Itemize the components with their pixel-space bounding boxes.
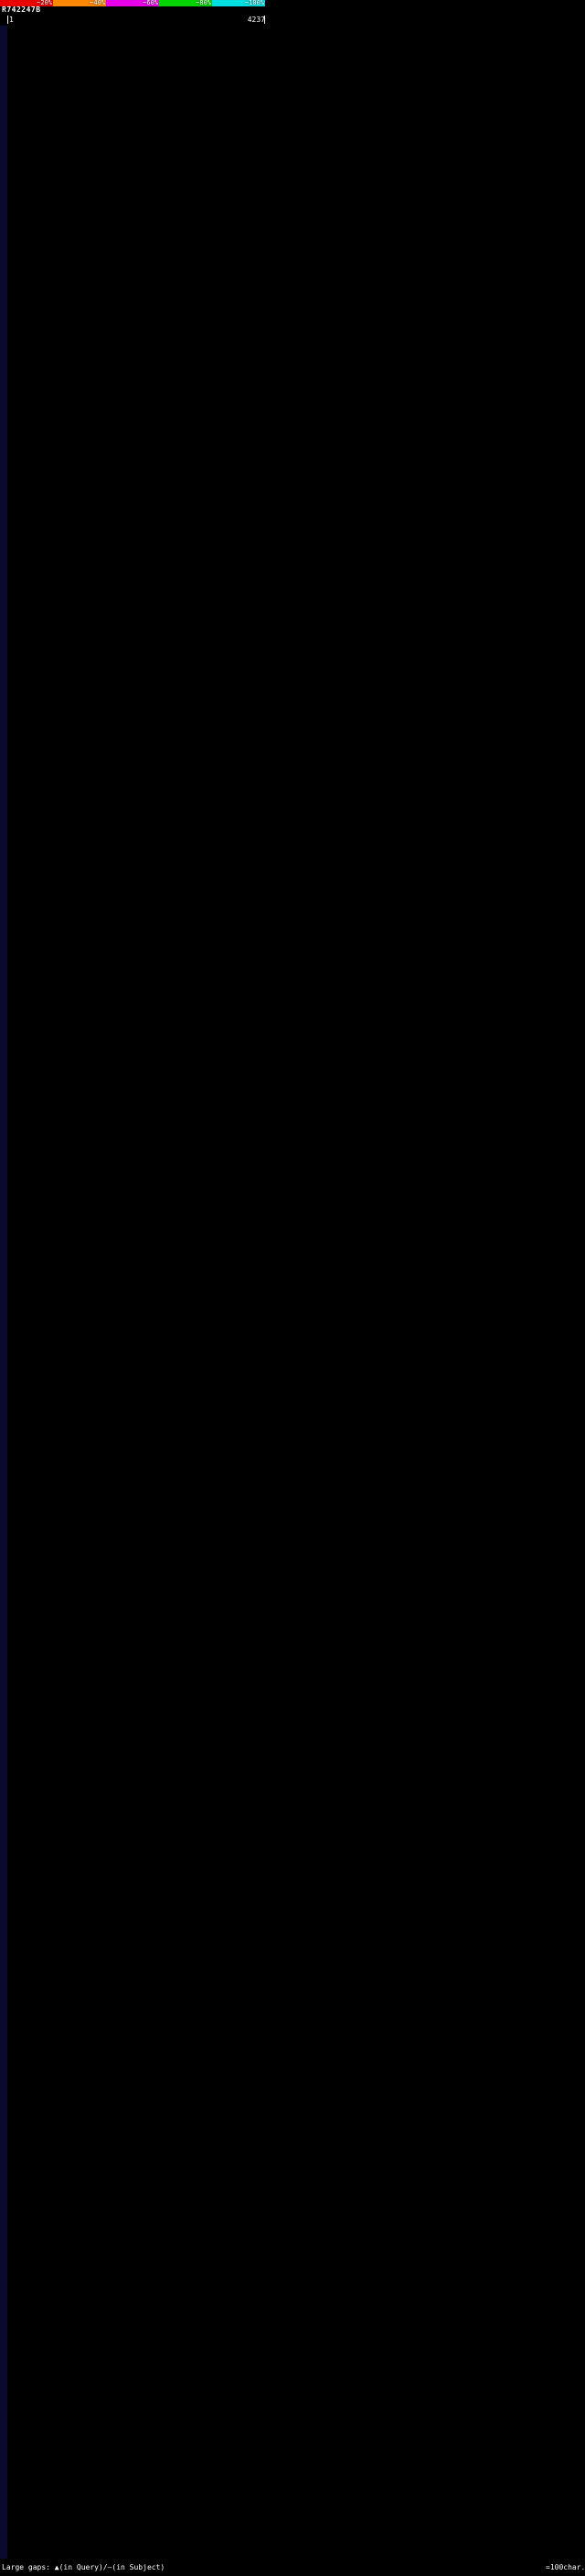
legend-unit-label: =100char.	[546, 2563, 585, 2571]
identity-scale-segment	[0, 0, 53, 6]
identity-scale-segment	[53, 0, 106, 6]
identity-scale-segment	[106, 0, 159, 6]
identity-scale: ~20% ~40% ~60% ~80% ~100%	[0, 0, 265, 6]
legend: Large gaps: ▲(in Query)/—(in Subject) =1…	[0, 2560, 585, 2575]
left-margin	[0, 26, 7, 2559]
identity-scale-label: ~80%	[196, 0, 211, 6]
identity-scale-label: ~60%	[143, 0, 158, 6]
axis-tick-start	[7, 16, 8, 24]
identity-scale-label: ~20%	[37, 0, 52, 6]
identity-scale-label: ~100%	[244, 0, 264, 6]
identity-scale-segment	[212, 0, 265, 6]
axis-start-label: 1	[9, 16, 14, 24]
axis-tick-end	[264, 16, 265, 24]
query-axis: 1 4237	[0, 15, 585, 26]
legend-gaps-text: Large gaps: ▲(in Query)/—(in Subject)	[2, 2563, 165, 2571]
identity-scale-label: ~40%	[90, 0, 105, 6]
legend-unit-bar	[508, 2568, 543, 2571]
axis-end-label: 4237	[247, 16, 265, 24]
identity-scale-segment	[159, 0, 212, 6]
query-id: R742247B	[2, 5, 41, 14]
